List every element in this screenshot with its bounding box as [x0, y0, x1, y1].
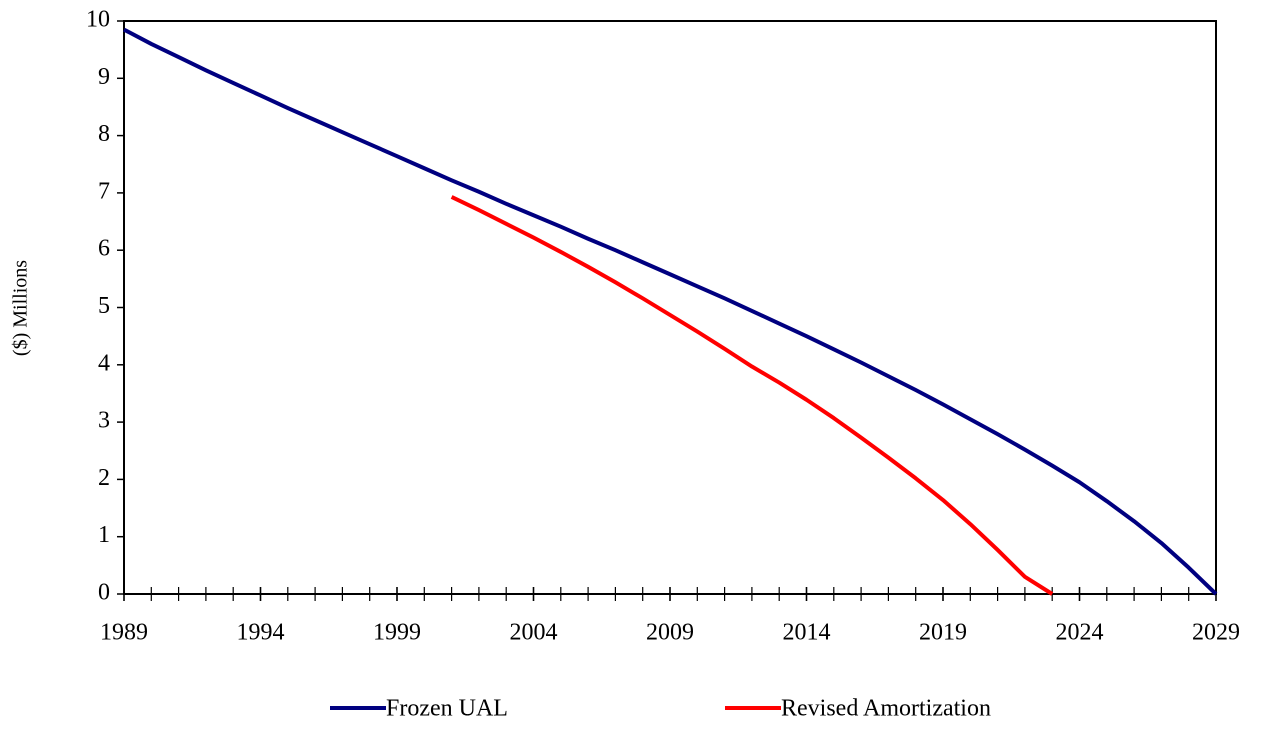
x-tick-label: 2009 [646, 620, 694, 646]
x-tick-label: 2014 [783, 620, 831, 646]
y-tick-label: 10 [86, 7, 110, 33]
y-tick-label: 0 [98, 580, 110, 606]
y-tick-label: 6 [98, 236, 110, 262]
y-tick-label: 4 [98, 350, 110, 376]
legend-label: Frozen UAL [386, 696, 508, 722]
legend-label: Revised Amortization [781, 696, 991, 722]
x-tick-label: 1999 [373, 620, 421, 646]
y-tick-label: 7 [98, 178, 110, 204]
y-tick-label: 1 [98, 522, 110, 548]
x-tick-label: 1994 [237, 620, 285, 646]
y-tick-label: 3 [98, 408, 110, 434]
x-tick-label: 2004 [510, 620, 558, 646]
series-line [450, 195, 1054, 596]
y-tick-label: 2 [98, 465, 110, 491]
series-line [123, 27, 1218, 596]
x-tick-label: 2019 [919, 620, 967, 646]
y-axis-label: ($) Millions [10, 260, 32, 356]
x-tick-label: 2029 [1192, 620, 1240, 646]
y-tick-label: 5 [98, 293, 110, 319]
y-tick-label: 8 [98, 121, 110, 147]
x-tick-label: 1989 [100, 620, 148, 646]
x-tick-label: 2024 [1056, 620, 1104, 646]
y-tick-label: 9 [98, 64, 110, 90]
